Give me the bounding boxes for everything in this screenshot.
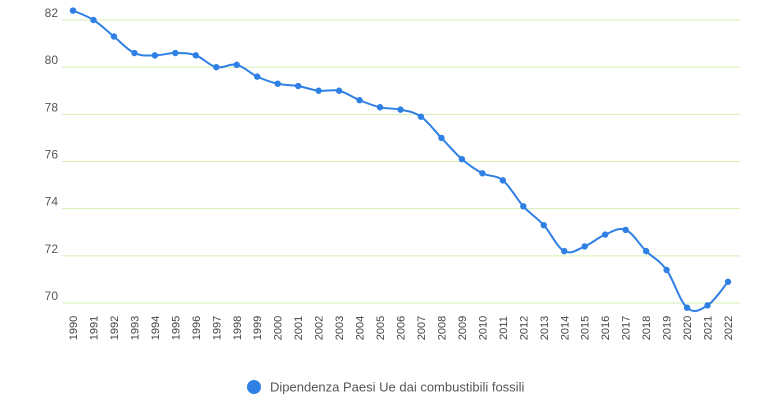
data-point[interactable]: [520, 203, 527, 210]
data-point[interactable]: [213, 63, 220, 71]
data-point[interactable]: [192, 52, 200, 59]
x-tick-label: 1995: [170, 316, 182, 340]
x-tick-label: 1992: [109, 316, 121, 340]
legend[interactable]: Dipendenza Paesi Ue dai combustibili fos…: [247, 380, 524, 395]
x-tick-label: 2000: [273, 316, 285, 340]
y-tick-label: 80: [45, 53, 59, 67]
x-tick-label: 1997: [211, 316, 223, 340]
x-tick-label: 2010: [477, 316, 489, 340]
x-tick-label: 1999: [252, 316, 264, 340]
data-point[interactable]: [376, 104, 384, 111]
data-point[interactable]: [724, 278, 732, 285]
y-tick-label: 78: [45, 100, 59, 114]
y-tick-label: 82: [45, 6, 59, 20]
x-tick-label: 2003: [334, 316, 346, 340]
x-tick-label: 1990: [68, 316, 80, 340]
y-tick-label: 70: [45, 289, 59, 303]
data-point[interactable]: [642, 247, 650, 255]
legend-label: Dipendenza Paesi Ue dai combustibili fos…: [270, 380, 524, 395]
data-point[interactable]: [274, 80, 281, 87]
x-tick-label: 2011: [498, 316, 510, 340]
x-tick-label: 2007: [416, 316, 428, 340]
data-point[interactable]: [172, 49, 179, 57]
x-tick-label: 2008: [436, 316, 448, 340]
x-tick-label: 2005: [375, 316, 387, 340]
x-tick-label: 2019: [662, 316, 674, 340]
data-point[interactable]: [69, 7, 77, 14]
y-axis: 70 72 74 76 78 80 82: [45, 6, 59, 303]
data-point[interactable]: [131, 49, 138, 57]
x-tick-label: 2012: [518, 316, 530, 340]
x-tick-label: 2020: [682, 316, 694, 340]
x-tick-label: 2013: [539, 316, 551, 340]
data-point[interactable]: [151, 52, 159, 59]
data-point[interactable]: [704, 302, 711, 309]
x-tick-label: 1994: [150, 316, 162, 340]
data-point[interactable]: [622, 226, 629, 234]
data-point[interactable]: [561, 247, 568, 255]
data-point[interactable]: [233, 61, 240, 69]
data-point[interactable]: [438, 134, 445, 142]
y-tick-label: 76: [45, 148, 59, 162]
data-point[interactable]: [315, 87, 322, 94]
data-point[interactable]: [90, 16, 97, 24]
data-point[interactable]: [397, 106, 404, 113]
data-point[interactable]: [499, 177, 507, 184]
data-point[interactable]: [458, 155, 466, 163]
data-point[interactable]: [540, 221, 547, 229]
data-point[interactable]: [356, 96, 363, 104]
x-tick-label: 2006: [396, 316, 408, 340]
x-axis: 1990 1991 1992 1993 1994 1995 1996 1997 1998 1999…: [68, 316, 735, 340]
x-tick-label: 2022: [723, 316, 735, 340]
data-point[interactable]: [110, 33, 118, 40]
x-tick-label: 2021: [703, 316, 715, 340]
x-tick-label: 2017: [621, 316, 633, 340]
data-point[interactable]: [581, 243, 588, 250]
x-tick-label: 2014: [559, 316, 571, 340]
data-point[interactable]: [294, 82, 302, 90]
x-tick-label: 2016: [600, 316, 612, 340]
gridlines: [62, 19, 740, 304]
x-tick-label: 2009: [457, 316, 469, 340]
x-tick-label: 2002: [314, 316, 326, 340]
y-tick-label: 72: [45, 242, 59, 256]
x-tick-label: 1991: [88, 316, 100, 340]
x-tick-label: 2015: [580, 316, 592, 340]
x-tick-label: 2004: [355, 316, 367, 340]
data-point[interactable]: [417, 113, 425, 120]
x-tick-label: 1993: [129, 316, 141, 340]
x-tick-label: 1996: [191, 316, 203, 340]
y-tick-label: 74: [45, 195, 59, 209]
series: [69, 7, 732, 312]
x-tick-label: 1998: [232, 316, 244, 340]
data-point[interactable]: [683, 304, 691, 311]
legend-marker-icon: [247, 380, 261, 394]
data-point[interactable]: [479, 170, 486, 177]
data-point[interactable]: [601, 231, 609, 238]
data-point[interactable]: [335, 87, 343, 94]
data-point[interactable]: [663, 266, 670, 274]
x-tick-label: 2001: [293, 316, 305, 340]
series-line: [72, 9, 729, 312]
data-point[interactable]: [254, 73, 261, 80]
x-tick-label: 2018: [641, 316, 653, 340]
